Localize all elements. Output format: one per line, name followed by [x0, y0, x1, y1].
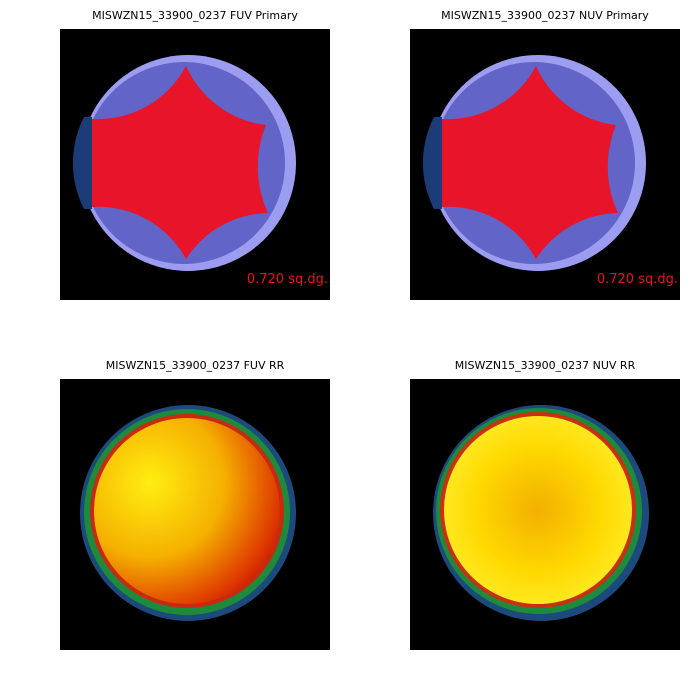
panel: MISWZN15_33900_0237 FUV RR — [60, 359, 330, 650]
panel-title: MISWZN15_33900_0237 FUV RR — [106, 359, 285, 372]
panel-title: MISWZN15_33900_0237 NUV RR — [455, 359, 636, 372]
area-label: 0.720 sq.dg. — [597, 272, 678, 287]
nuv-primary-image — [410, 29, 680, 300]
panel: MISWZN15_33900_0237 FUV Primary 0.720 sq… — [60, 9, 330, 300]
fuv-primary-image — [60, 29, 330, 300]
response-disk — [94, 418, 280, 604]
panel: MISWZN15_33900_0237 NUV Primary 0.720 sq… — [410, 9, 680, 300]
panel-title: MISWZN15_33900_0237 NUV Primary — [441, 9, 649, 22]
area-label: 0.720 sq.dg. — [247, 272, 328, 287]
response-disk — [444, 416, 632, 604]
panel: MISWZN15_33900_0237 NUV RR — [410, 359, 680, 650]
panel-title: MISWZN15_33900_0237 FUV Primary — [92, 9, 298, 22]
